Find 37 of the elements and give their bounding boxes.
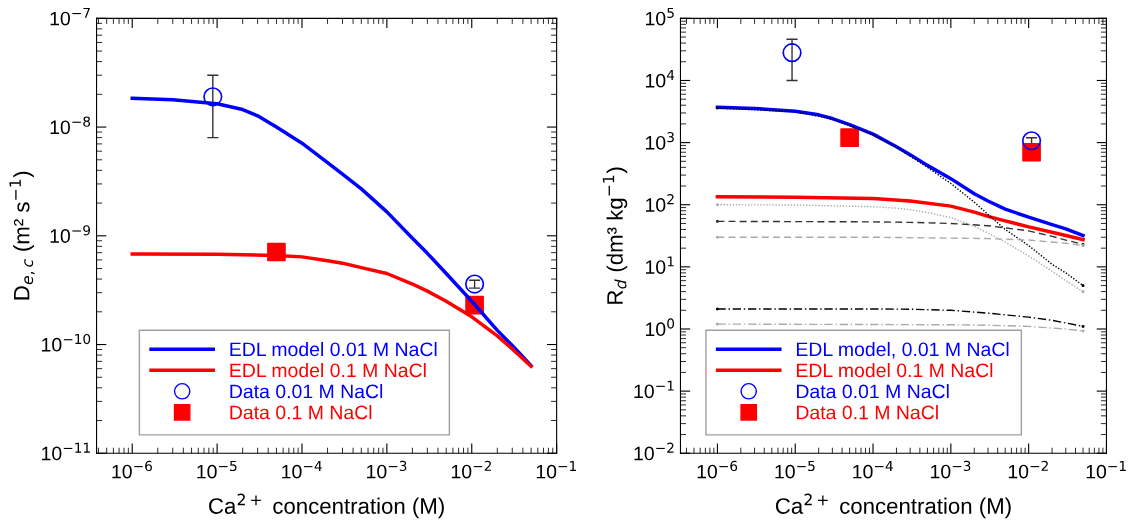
y-tick-label: 10$^{−2}$	[634, 442, 674, 461]
legend-label: Data 0.1 M NaCl	[796, 405, 938, 420]
y-axis-title: D$_{e,c}$ (m² s$^{−1}$)	[9, 171, 35, 300]
legend-label: EDL model 0.1 M NaCl	[230, 362, 426, 378]
x-tick-label: 10$^{−5}$	[775, 460, 815, 479]
y-tick-label: 10$^{1}$	[645, 256, 674, 274]
y-tick-label: 10$^{0}$	[645, 318, 675, 337]
legend-label: EDL model 0.1 M NaCl	[796, 362, 993, 378]
x-tick-label: 10$^{−3}$	[931, 460, 971, 479]
x-axis-title: Ca$^{2+}$ concentration (M)	[775, 493, 1011, 519]
y-tick-label: 10$^{−11}$	[42, 442, 90, 461]
legend-label: EDL model, 0.01 M NaCl	[796, 341, 1009, 359]
x-axis-title: Ca$^{2+}$ concentration (M)	[209, 493, 444, 519]
legend-label: Data 0.01 M NaCl	[796, 384, 949, 399]
y-tick-label: 10$^{−8}$	[50, 116, 91, 135]
x-tick-label: 10$^{−4}$	[853, 460, 893, 479]
y-tick-label: 10$^{2}$	[645, 194, 674, 212]
y-tick-label: 10$^{−1}$	[634, 380, 674, 399]
legend-label: Data 0.01 M NaCl	[230, 384, 383, 399]
y-tick-label: 10$^{3}$	[645, 131, 674, 150]
x-tick-label: 10$^{−4}$	[282, 460, 322, 479]
y-axis-title: R$_{d}$ (dm³ kg$^{−1}$)	[602, 167, 628, 304]
legend-label: Data 0.1 M NaCl	[230, 405, 372, 420]
y-tick-label: 10$^{−9}$	[50, 225, 91, 243]
x-tick-label: 10$^{−6}$	[112, 460, 152, 479]
x-tick-label: 10$^{−3}$	[367, 460, 407, 479]
x-tick-label: 10$^{−2}$	[451, 460, 491, 479]
y-tick-label: 10$^{5}$	[645, 7, 674, 26]
y-tick-label: 10$^{−7}$	[50, 7, 90, 26]
x-tick-label: 10$^{−1}$	[536, 460, 576, 479]
x-tick-label: 10$^{−6}$	[697, 460, 738, 479]
legend-label: EDL model 0.01 M NaCl	[230, 341, 437, 357]
y-tick-label: 10$^{4}$	[645, 70, 675, 88]
x-tick-label: 10$^{−1}$	[1086, 460, 1126, 479]
x-tick-label: 10$^{−5}$	[197, 460, 237, 479]
x-tick-label: 10$^{−2}$	[1008, 460, 1048, 479]
y-tick-label: 10$^{−10}$	[42, 333, 91, 352]
